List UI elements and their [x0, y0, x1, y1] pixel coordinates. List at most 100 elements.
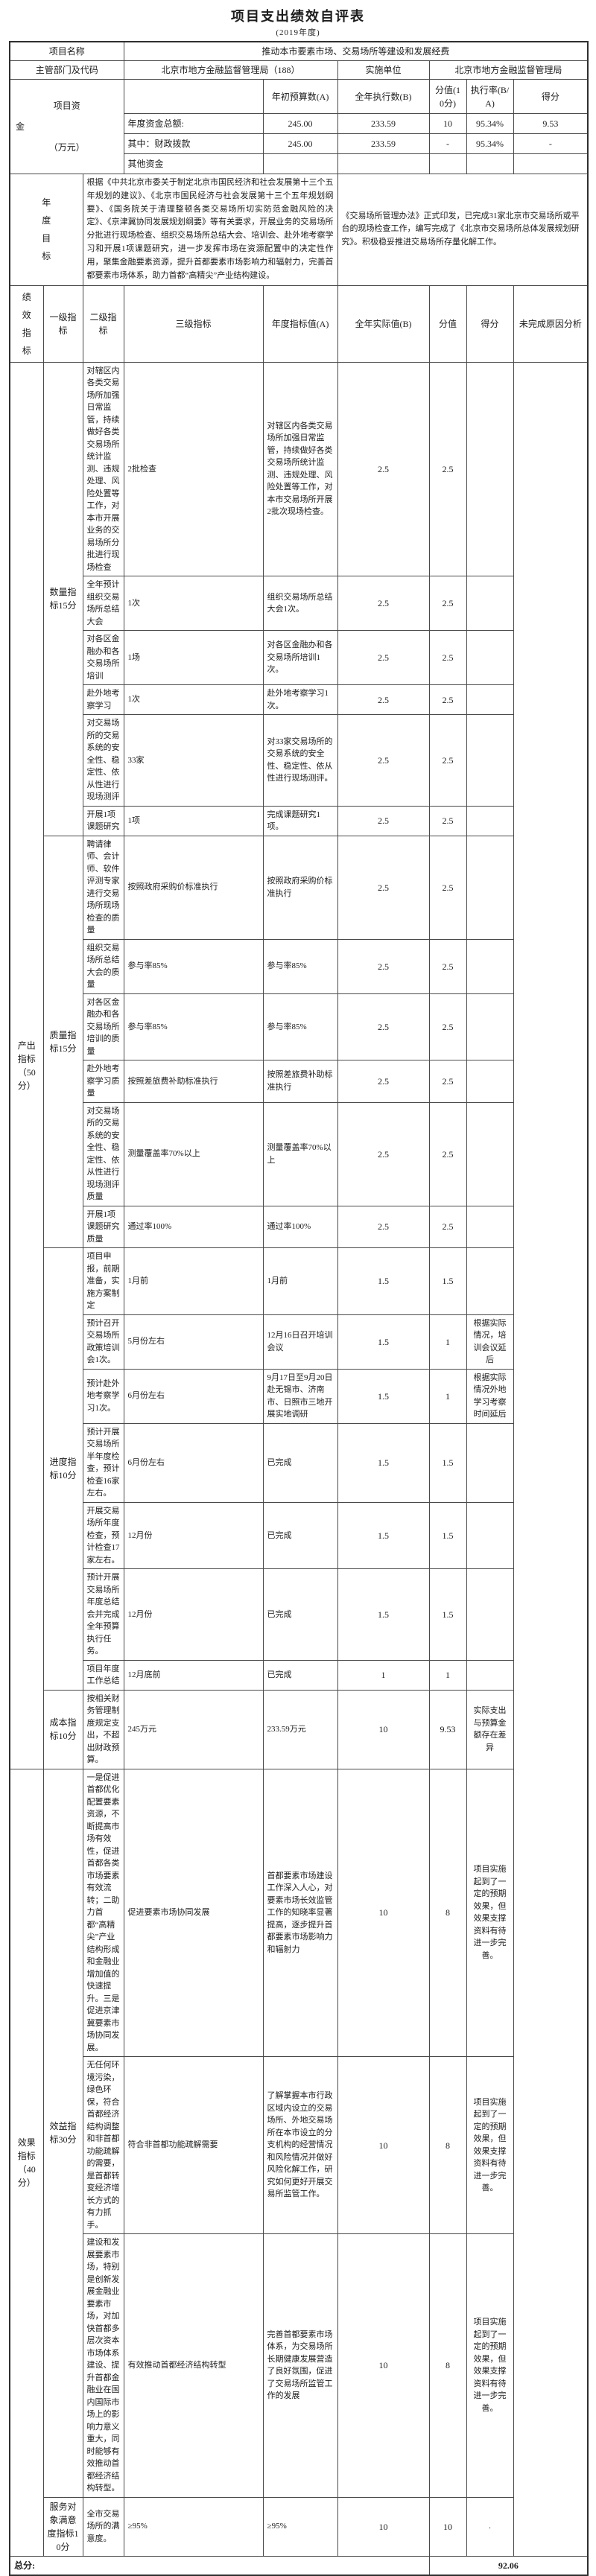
reason-cell [466, 361, 514, 576]
annual-target-cell: 按照差旅费补助标准执行 [123, 1060, 264, 1103]
annual-actual-cell: 已完成 [262, 1422, 338, 1503]
reason-cell [466, 1205, 514, 1248]
indicator-row: 全年预计组织交易场所总结大会 1次 组织交易场所总结大会1次。 2.5 2.5 [10, 576, 588, 631]
funds-row-other: 其他资金 [10, 153, 589, 174]
total-value: 92.06 [428, 2555, 589, 2575]
reason-cell [466, 630, 514, 685]
indicator-row: 对交易场所的交易系统的安全性、稳定性、依从性进行现场测评质量 测量覆盖率70%以上… [10, 1101, 588, 1206]
impl-value: 北京市地方金融监督管理局 [428, 60, 589, 80]
annual-target-cell: 1项 [123, 805, 264, 836]
annual-target-cell: 促进要素市场协同发展 [123, 1768, 264, 2057]
reason-cell: 实际支出与预算金额存在差异 [466, 1689, 514, 1769]
points-cell: 10 [337, 1689, 430, 1769]
score-cell: 2.5 [428, 576, 467, 631]
fund-score: 9.53 [513, 113, 589, 135]
points-cell: 2.5 [337, 1101, 430, 1206]
indicators-header-row: 绩效指标 一级指标 二级指标 三级指标 年度指标值(A) 全年实际值(B) 分值… [9, 284, 589, 363]
annual-actual-cell: 赴外地考察学习1次。 [262, 684, 338, 715]
level3-indicator-cell: 赴外地考察学习质量 [82, 1060, 124, 1103]
header-actual: 全年实际值(B) [337, 284, 430, 363]
points-cell: 10 [337, 2233, 430, 2498]
annual-target-cell: 参与率85% [123, 993, 264, 1060]
header-level3: 三级指标 [123, 284, 264, 363]
dept-value: 北京市地方金融监督管理局（188） [123, 60, 338, 80]
reason-cell: 项目实施起到了一定的预期效果，但效果支撑资料有待进一步完善。 [466, 1768, 514, 2057]
level3-indicator-cell: 预计赴外地考察学习1次。 [82, 1368, 124, 1424]
indicator-row: 无任何环境污染，绿色环保，符合首都经济结构调整和非首都功能疏解的需要，是首都转变… [10, 2056, 588, 2234]
fund-points: 10 [428, 113, 467, 135]
score-cell: 2.5 [428, 714, 467, 807]
points-cell: 2.5 [337, 576, 430, 631]
annual-target-cell: 按照政府采购价标准执行 [123, 835, 264, 940]
reason-cell [466, 1501, 514, 1569]
indicator-row: 赴外地考察学习质量 按照差旅费补助标准执行 按照差旅费补助标准执行 2.5 2.5 [10, 1060, 588, 1103]
level3-indicator-cell: 对交易场所的交易系统的安全性、稳定性、依从性进行现场测评 [82, 714, 124, 807]
reason-cell: 根据实际情况外地学习考察时间延后 [466, 1368, 514, 1424]
page-subtitle: (2019年度) [276, 28, 320, 37]
score-cell: 1 [428, 1368, 467, 1424]
fund-rate: 95.34% [466, 113, 514, 135]
reason-cell [466, 1422, 514, 1503]
annual-goal-label: 年度目标 [42, 197, 51, 262]
indicators-side-label-cell: 绩效指标 [9, 284, 44, 363]
reason-cell [466, 1568, 514, 1661]
level3-indicator-cell: 对各区金融办和各交易场所培训的质量 [82, 993, 124, 1060]
level3-indicator-cell: 全年预计组织交易场所总结大会 [82, 576, 124, 631]
level3-indicator-cell: 对交易场所的交易系统的安全性、稳定性、依从性进行现场测评质量 [82, 1101, 124, 1206]
score-cell: 1.5 [428, 1247, 467, 1315]
indicator-row: 开展交易场所年度检查，预计检查17家左右。 12月份 已完成 1.5 1.5 [10, 1501, 588, 1569]
funds-label-line2: 金 [16, 121, 25, 132]
level3-indicator-cell: 预计开展交易场所年度总结会并完成全年预算执行任务。 [82, 1568, 124, 1661]
reason-cell [466, 938, 514, 994]
annual-goal-plan: 根据《中共北京市委关于制定北京市国民经济和社会发展第十三个五年规划的建议》、《北… [82, 174, 338, 286]
annual-goal-label-cell: 年度目标 [9, 174, 83, 286]
annual-actual-cell: 了解掌握本市行政区域内设立的交易场所、外地交易场所在本市设立的分支机构的经营情况… [262, 2056, 338, 2234]
level3-indicator-cell: 建设和发展要素市场，特别是创新发展金融业要素市场，对加快首都多层次资本市场体系建… [82, 2233, 124, 2498]
indicator-row: 对各区金融办和各交易场所培训的质量 参与率85% 参与率85% 2.5 2.5 [10, 993, 588, 1060]
indicator-row: 对各区金融办和各交易场所培训 1场 对各区金融办和各交易场所培训1次。 2.5 2.5 [10, 630, 588, 685]
score-cell: 8 [428, 1768, 467, 2057]
header-level2: 二级指标 [82, 284, 124, 363]
points-cell: 2.5 [337, 805, 430, 836]
funds-col-rate: 执行率(B/A) [466, 78, 514, 115]
fund-score [513, 153, 589, 174]
self-evaluation-table: 项目名称 推动本市要素市场、交易场所等建设和发展经费 主管部门及代码 北京市地方… [9, 41, 589, 2576]
annual-target-cell: ≥95% [123, 2496, 264, 2557]
points-cell: 2.5 [337, 835, 430, 940]
indicator-row: 成本指标10分 按相关财务管理制度规定支出，不超出财政预算。 245万元 233.59… [10, 1689, 588, 1769]
indicator-row: 产出指标（50分） 数量指标15分 对辖区内各类交易场所加强日常监管，持续做好各类交… [9, 361, 588, 1769]
reason-cell [466, 835, 514, 940]
annual-target-cell: 参与率85% [123, 938, 264, 994]
level1-indicator-cell: 产出指标（50分） [9, 361, 44, 1769]
points-cell: 1 [337, 1659, 430, 1691]
indicator-row: 进度指标10分 项目申报，前期准备，实施方案制定 1月前 1月前 1.5 1.5 [10, 1247, 588, 1691]
points-cell: 2.5 [337, 938, 430, 994]
score-cell: 2.5 [428, 361, 467, 576]
level3-indicator-cell: 赴外地考察学习 [82, 684, 124, 715]
annual-target-cell: 1次 [123, 684, 264, 715]
level3-indicator-cell: 对各区金融办和各交易场所培训 [82, 630, 124, 685]
score-cell: 10 [428, 2496, 467, 2557]
indicator-body: 产出指标（50分） 数量指标15分 对辖区内各类交易场所加强日常监管，持续做好各类交… [9, 361, 588, 2557]
fund-rate: 95.34% [466, 133, 514, 155]
level2-indicator-cell: 数量指标15分 [42, 361, 83, 836]
reason-cell [466, 993, 514, 1060]
level3-indicator-cell: 一是促进首都优化配置要素资源，不断提高市场有效性，促进首都各类市场要素有效流转；… [82, 1768, 124, 2057]
annual-actual-cell: 已完成 [262, 1501, 338, 1569]
fund-row-name: 年度资金总额: [123, 113, 264, 135]
annual-target-cell: 通过率100% [123, 1205, 264, 1248]
level3-indicator-cell: 项目申报，前期准备，实施方案制定 [82, 1247, 124, 1315]
annual-actual-cell: 233.59万元 [262, 1689, 338, 1769]
indicator-row: 开展1项课题研究质量 通过率100% 通过率100% 2.5 2.5 [10, 1205, 588, 1248]
total-row: 总分: 92.06 [9, 2555, 589, 2575]
level3-indicator-cell: 按相关财务管理制度规定支出，不超出财政预算。 [82, 1689, 124, 1769]
indicator-row: 预计召开交易场所政策培训会1次。 5月份左右 12月16日召开培训会议 1.5 1 根据实… [10, 1314, 588, 1370]
funds-label-line1: 项目资 [53, 101, 80, 111]
reason-cell [466, 1060, 514, 1103]
level3-indicator-cell: 对辖区内各类交易场所加强日常监管，持续做好各类交易场所统计监测、违规处理、风险处… [82, 361, 124, 576]
funds-col-points: 分值(10分) [428, 78, 467, 115]
annual-target-cell: 245万元 [123, 1689, 264, 1769]
project-name-label: 项目名称 [9, 41, 124, 61]
annual-target-cell: 测量覆盖率70%以上 [123, 1101, 264, 1206]
